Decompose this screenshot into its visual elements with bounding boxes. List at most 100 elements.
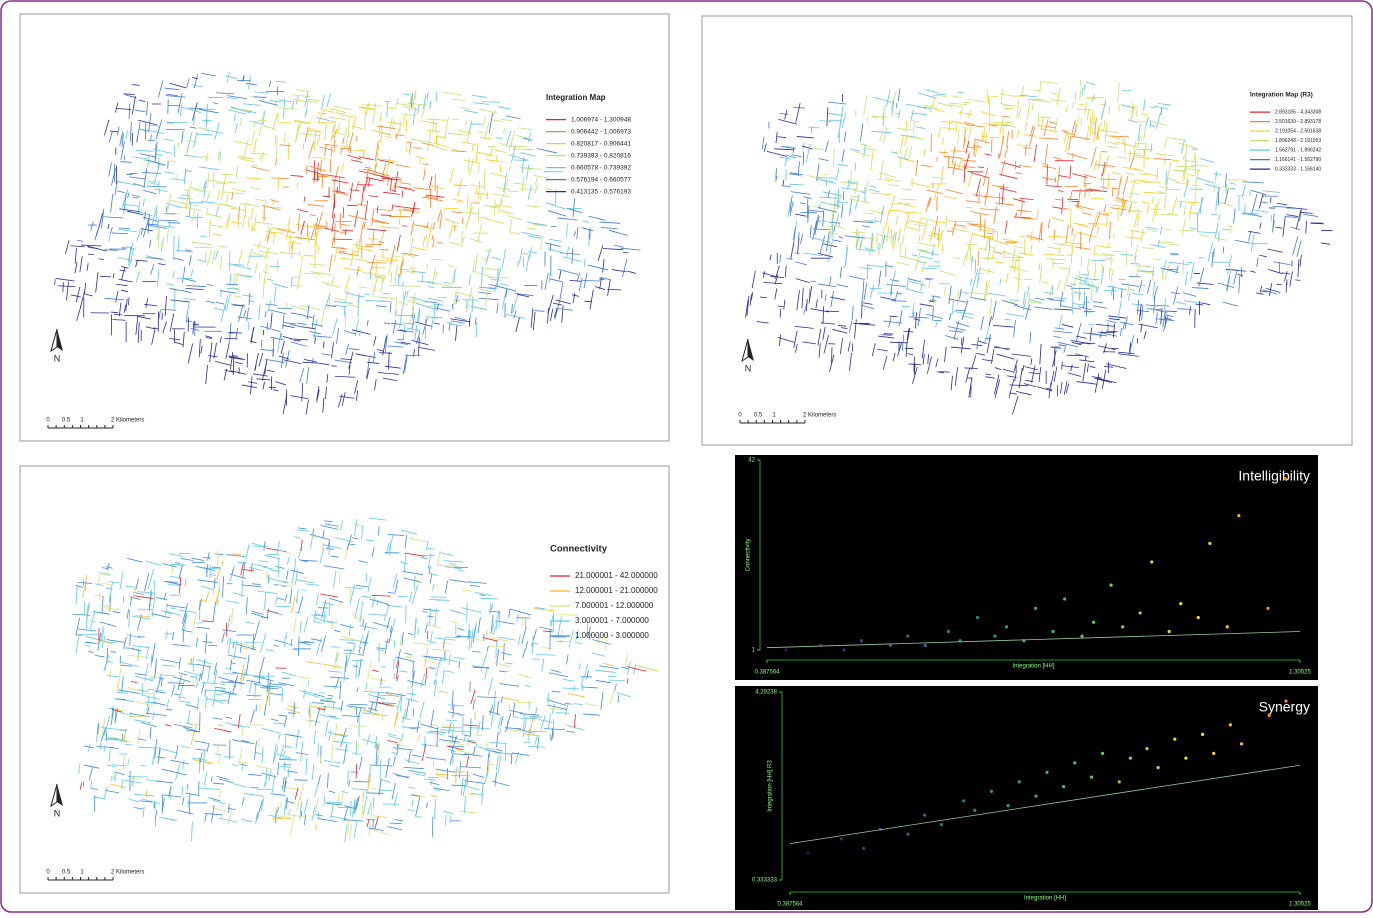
scale-label: 0.5	[62, 870, 71, 876]
road	[265, 199, 266, 206]
road	[394, 183, 395, 189]
north-label: N	[54, 353, 61, 363]
road	[1176, 183, 1186, 184]
road	[151, 134, 152, 139]
road	[308, 681, 309, 687]
point	[1034, 607, 1037, 610]
point	[1051, 630, 1054, 633]
point	[923, 814, 926, 817]
road	[528, 731, 546, 732]
point	[1005, 625, 1008, 628]
point	[1006, 804, 1009, 807]
road	[170, 791, 171, 799]
x-axis-label: Integration [HH]	[1024, 896, 1066, 902]
road	[505, 744, 506, 762]
road	[955, 221, 974, 222]
legend-label: 0.660578 - 0.739392	[571, 164, 631, 171]
map-panel: Connectivity21.000001 - 42.00000012.0000…	[20, 466, 669, 893]
road	[548, 693, 549, 703]
scatter-panel: 1420.3875641.30525Integration [HH]Connec…	[735, 455, 1318, 680]
road	[942, 243, 943, 251]
legend-label: 21.000001 - 42.000000	[575, 571, 658, 580]
road	[272, 818, 292, 819]
road	[319, 693, 325, 694]
point	[1268, 714, 1271, 717]
road	[997, 231, 998, 239]
point	[1101, 752, 1104, 755]
road	[406, 147, 407, 152]
plot-title: Intelligibility	[1238, 468, 1310, 484]
road	[266, 767, 267, 785]
point	[1118, 780, 1121, 783]
road	[99, 593, 100, 601]
point	[1139, 611, 1142, 614]
point	[1240, 742, 1243, 745]
point	[1168, 630, 1171, 633]
road	[229, 803, 230, 812]
plot-background	[735, 686, 1318, 910]
road	[140, 766, 146, 767]
point	[940, 823, 943, 826]
road	[1062, 362, 1063, 370]
road	[1123, 197, 1124, 206]
road	[276, 81, 286, 82]
north-label: N	[54, 808, 61, 818]
road	[1062, 131, 1068, 132]
point	[860, 639, 863, 642]
legend-label: 1.166141 - 1.562790	[1275, 157, 1321, 163]
point	[862, 847, 865, 850]
road	[234, 305, 243, 306]
road	[253, 634, 254, 651]
point	[962, 799, 965, 802]
road	[314, 160, 315, 181]
point	[1266, 607, 1269, 610]
legend-label: 1.006974 - 1.300948	[571, 116, 631, 123]
scale-label: 2 Kilometers	[111, 418, 144, 424]
legend-label: 0.739393 - 0.820816	[571, 152, 631, 159]
y-tick-label: 4.29238	[755, 690, 777, 696]
road	[520, 189, 535, 190]
road	[881, 335, 891, 336]
legend-label: 3.000001 - 7.000000	[575, 616, 649, 625]
point	[1229, 723, 1232, 726]
road	[884, 334, 893, 335]
point	[1173, 738, 1176, 741]
point	[906, 832, 909, 835]
x-axis-label: Integration [HH]	[1012, 664, 1054, 670]
road	[380, 215, 391, 216]
y-axis-label: Integration [HH] R3	[768, 760, 774, 812]
y-tick-label: 42	[748, 458, 755, 464]
point	[784, 648, 787, 651]
point	[924, 644, 927, 647]
point	[1063, 597, 1066, 600]
x-tick-label: 0.387564	[777, 902, 803, 908]
point	[1062, 785, 1065, 788]
point	[1197, 616, 1200, 619]
legend-title: Connectivity	[550, 544, 608, 555]
map-panel: Integration Map (R3)2.893185 - 4.3433082…	[702, 16, 1352, 445]
legend-label: 0.576194 - 0.660577	[571, 176, 631, 183]
legend-label: 2.501639 - 2.893178	[1275, 119, 1321, 125]
legend-label: 2.191054 - 2.501638	[1275, 128, 1321, 134]
y-axis-label: Connectivity	[746, 539, 752, 572]
x-tick-label: 0.387564	[754, 670, 780, 676]
road	[943, 138, 944, 145]
point	[1284, 477, 1287, 480]
north-label: N	[745, 363, 752, 373]
scale-label: 2 Kilometers	[803, 413, 836, 419]
road	[1078, 116, 1079, 123]
scatter-panel: 0.3333334.292380.3875641.30525Integratio…	[735, 686, 1318, 910]
scale-label: 2 Kilometers	[111, 870, 144, 876]
legend-label: 0.333333 - 1.166140	[1275, 166, 1321, 172]
road	[213, 588, 214, 596]
plot-title: Synergy	[1259, 699, 1310, 715]
legend-label: 1.562791 - 1.896242	[1275, 147, 1321, 153]
point	[1184, 757, 1187, 760]
road	[255, 684, 256, 697]
point	[1208, 542, 1211, 545]
road	[128, 759, 129, 765]
road	[556, 713, 570, 714]
legend-title: Integration Map (R3)	[1250, 92, 1313, 99]
road	[334, 762, 341, 763]
point	[947, 630, 950, 633]
